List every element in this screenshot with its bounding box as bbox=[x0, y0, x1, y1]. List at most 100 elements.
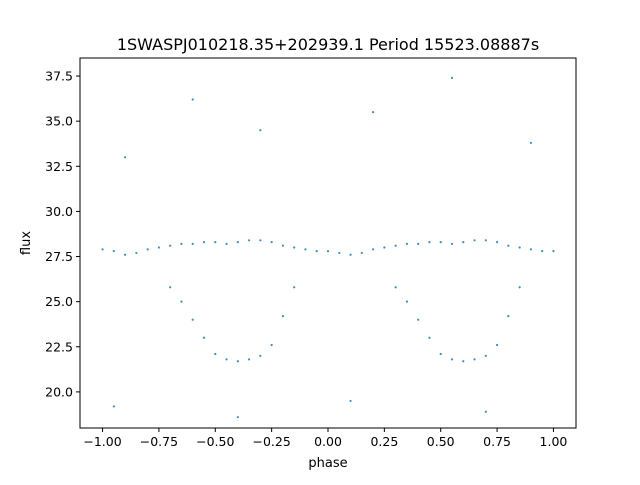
data-point bbox=[293, 286, 296, 289]
data-point bbox=[259, 354, 262, 357]
y-axis-label: flux bbox=[19, 231, 34, 255]
data-point bbox=[417, 242, 420, 245]
data-point bbox=[112, 405, 115, 408]
data-point bbox=[180, 242, 183, 245]
y-tick-label: 32.5 bbox=[45, 159, 73, 174]
x-tick-label: −0.50 bbox=[196, 434, 234, 449]
data-point bbox=[169, 286, 172, 289]
data-point bbox=[405, 242, 409, 245]
y-tick-label: 22.5 bbox=[45, 339, 73, 354]
data-point bbox=[247, 239, 251, 242]
data-point bbox=[146, 248, 149, 251]
x-tick-label: −0.75 bbox=[140, 434, 178, 449]
data-point bbox=[281, 315, 285, 318]
data-point bbox=[473, 239, 476, 242]
data-point bbox=[371, 248, 375, 251]
data-point bbox=[236, 241, 239, 244]
data-point bbox=[304, 248, 307, 251]
y-axis: 20.0 22.5 25.0 27.5 30.0 32.5 35.0 37.5 bbox=[45, 69, 80, 399]
data-point bbox=[529, 248, 533, 251]
data-point bbox=[462, 241, 465, 244]
data-point bbox=[450, 76, 454, 79]
x-axis-label: phase bbox=[308, 456, 347, 471]
y-tick-label: 27.5 bbox=[45, 249, 73, 264]
data-point bbox=[450, 358, 454, 361]
data-point bbox=[484, 354, 487, 357]
data-point bbox=[214, 241, 217, 244]
data-point bbox=[349, 253, 352, 256]
data-point bbox=[338, 251, 341, 255]
data-point bbox=[123, 253, 127, 256]
data-point bbox=[157, 246, 161, 249]
data-point bbox=[315, 250, 318, 253]
data-point bbox=[507, 315, 510, 318]
data-point bbox=[541, 250, 544, 253]
data-point bbox=[495, 343, 499, 347]
data-point bbox=[495, 241, 499, 244]
data-point bbox=[270, 343, 273, 347]
data-point bbox=[326, 250, 330, 253]
data-point bbox=[484, 239, 487, 242]
x-tick-label: 0.00 bbox=[314, 434, 342, 449]
data-point bbox=[360, 251, 363, 255]
data-point bbox=[428, 241, 431, 244]
data-point bbox=[394, 244, 397, 247]
y-tick-label: 30.0 bbox=[45, 204, 73, 219]
data-point bbox=[552, 250, 555, 253]
x-tick-label: −1.00 bbox=[83, 434, 121, 449]
data-point bbox=[484, 410, 487, 413]
data-point bbox=[450, 242, 454, 245]
y-tick-label: 37.5 bbox=[45, 69, 73, 84]
data-point bbox=[383, 246, 386, 249]
y-tick-label: 35.0 bbox=[45, 114, 73, 129]
data-point bbox=[191, 242, 194, 245]
data-point bbox=[462, 360, 465, 363]
data-point bbox=[236, 416, 239, 419]
data-point bbox=[518, 286, 521, 289]
y-tick-label: 20.0 bbox=[45, 384, 73, 399]
data-point bbox=[405, 300, 409, 303]
data-point bbox=[112, 250, 115, 253]
data-point bbox=[169, 244, 172, 247]
x-tick-label: 0.25 bbox=[370, 434, 398, 449]
data-point bbox=[518, 246, 521, 249]
data-point bbox=[473, 358, 476, 361]
data-point bbox=[191, 318, 194, 321]
data-point bbox=[394, 286, 397, 289]
data-point bbox=[428, 336, 431, 339]
data-point bbox=[135, 251, 138, 255]
data-point bbox=[507, 244, 510, 247]
data-point bbox=[202, 241, 206, 244]
data-point bbox=[281, 244, 285, 247]
data-point bbox=[180, 300, 183, 303]
x-axis: −1.00 −0.75 −0.50 −0.25 0.00 0.25 0.50 0.75 1.00 bbox=[83, 428, 567, 449]
data-point bbox=[349, 399, 352, 403]
data-point bbox=[191, 98, 194, 101]
y-tick-label: 25.0 bbox=[45, 294, 73, 309]
data-point bbox=[225, 242, 228, 245]
data-point bbox=[225, 358, 228, 361]
data-point bbox=[101, 248, 104, 251]
chart-title: 1SWASPJ010218.35+202939.1 Period 15523.0… bbox=[117, 35, 539, 54]
data-point bbox=[293, 246, 296, 249]
x-tick-label: −0.25 bbox=[252, 434, 290, 449]
data-point bbox=[259, 239, 262, 242]
data-point bbox=[270, 241, 273, 244]
x-tick-label: 0.50 bbox=[427, 434, 455, 449]
data-point bbox=[439, 241, 442, 244]
data-point bbox=[439, 352, 442, 356]
data-point bbox=[529, 141, 533, 144]
x-tick-label: 0.75 bbox=[483, 434, 511, 449]
data-point bbox=[259, 129, 262, 132]
data-point bbox=[371, 111, 375, 114]
data-point bbox=[236, 360, 239, 363]
x-tick-label: 1.00 bbox=[540, 434, 568, 449]
data-point bbox=[417, 318, 420, 321]
data-point bbox=[214, 352, 217, 356]
data-point bbox=[123, 156, 127, 159]
data-point bbox=[247, 358, 251, 361]
data-point bbox=[202, 336, 206, 339]
